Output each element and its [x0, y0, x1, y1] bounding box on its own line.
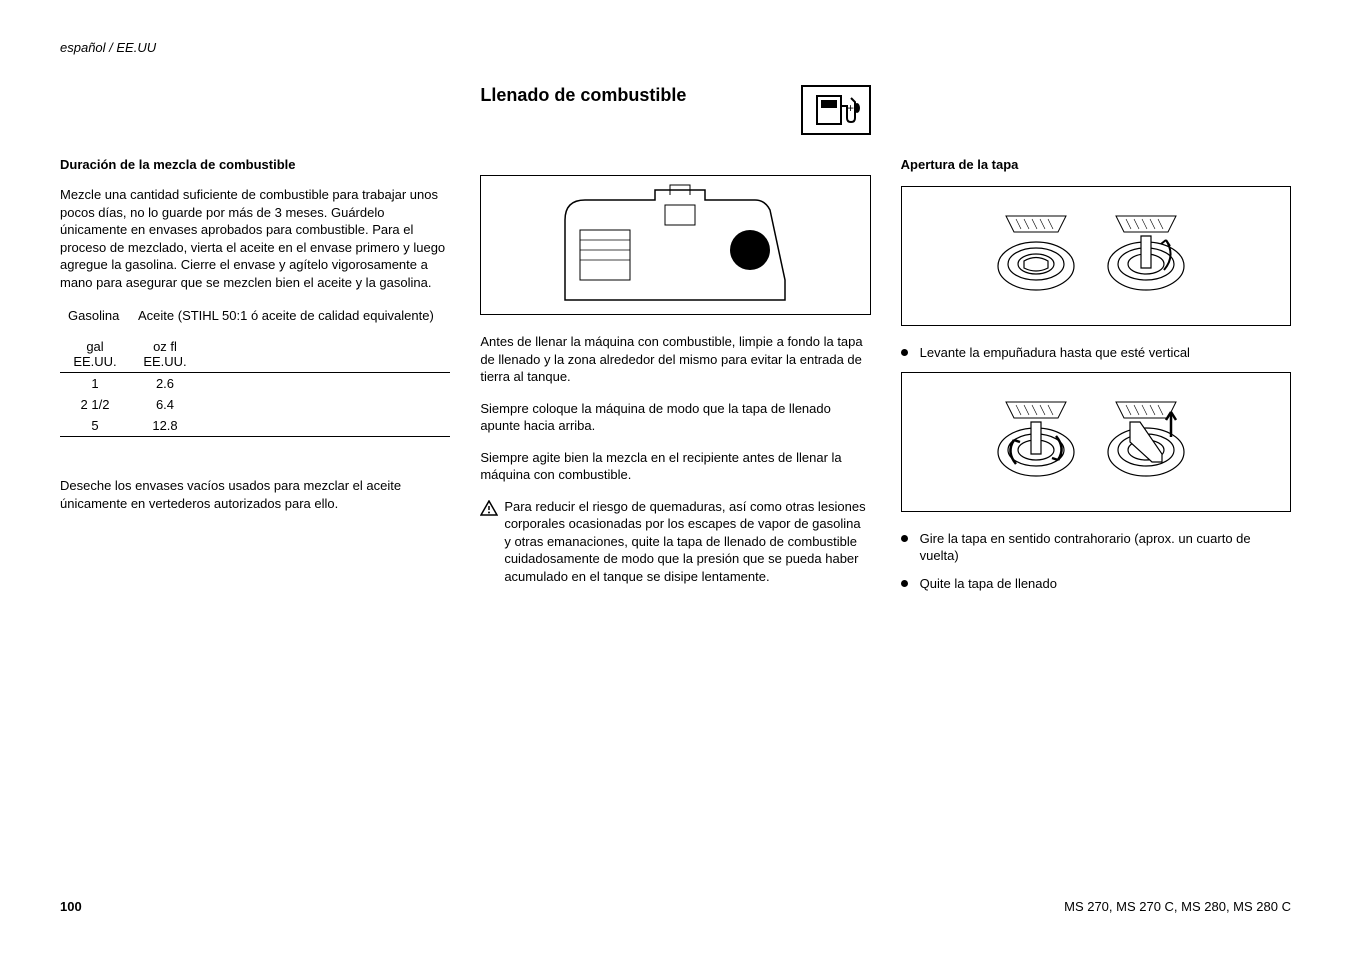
- table-row: 1 2.6: [60, 373, 450, 395]
- instruction-text: Quite la tapa de llenado: [920, 575, 1057, 593]
- gal-unit-cell: gal EE.UU.: [60, 336, 130, 373]
- column-middle: Llenado de combustible +: [480, 85, 870, 602]
- oz-unit-cell: oz fl EE.UU.: [130, 336, 200, 373]
- gal-cell: 2 1/2: [60, 394, 130, 415]
- bullet-icon: [901, 349, 908, 356]
- warning-text: Para reducir el riesgo de quemaduras, as…: [504, 498, 870, 586]
- list-item: Gire la tapa en sentido contrahorario (a…: [901, 530, 1291, 565]
- gal-cell: 5: [60, 415, 130, 437]
- model-list: MS 270, MS 270 C, MS 280, MS 280 C: [1064, 899, 1291, 914]
- gal-cell: 1: [60, 373, 130, 395]
- page-number: 100: [60, 899, 82, 914]
- svg-text:+: +: [847, 101, 854, 115]
- page-footer: 100 MS 270, MS 270 C, MS 280, MS 280 C: [60, 899, 1291, 914]
- machine-diagram-icon: [480, 175, 870, 315]
- section-title-row: Llenado de combustible +: [480, 85, 870, 135]
- instruction-text: Gire la tapa en sentido contrahorario (a…: [920, 530, 1291, 565]
- page-columns: Duración de la mezcla de combustible Mez…: [60, 85, 1291, 602]
- cap-diagram-icon: [901, 372, 1291, 512]
- mixture-instructions-text: Mezcle una cantidad suficiente de combus…: [60, 186, 450, 291]
- instruction-list: Gire la tapa en sentido contrahorario (a…: [901, 530, 1291, 603]
- disposal-text: Deseche los envases vacíos usados para m…: [60, 477, 450, 512]
- fueling-title: Llenado de combustible: [480, 85, 686, 107]
- column-right: Apertura de la tapa: [901, 85, 1291, 602]
- table-header-row: Gasolina Aceite (STIHL 50:1 ó aceite de …: [60, 305, 450, 326]
- warning-block: Para reducir el riesgo de quemaduras, as…: [480, 498, 870, 586]
- instruction-list: Levante la empuñadura hasta que esté ver…: [901, 344, 1291, 372]
- list-item: Levante la empuñadura hasta que esté ver…: [901, 344, 1291, 362]
- oil-header: Aceite (STIHL 50:1 ó aceite de calidad e…: [130, 305, 450, 326]
- table-units-row: gal EE.UU. oz fl EE.UU.: [60, 336, 450, 373]
- fuel-pump-icon: +: [801, 85, 871, 135]
- shake-text: Siempre agite bien la mezcla en el recip…: [480, 449, 870, 484]
- locale-header: español / EE.UU: [60, 40, 1291, 55]
- table-row: 5 12.8: [60, 415, 450, 437]
- mixture-duration-heading: Duración de la mezcla de combustible: [60, 157, 450, 172]
- bullet-icon: [901, 535, 908, 542]
- instruction-text: Levante la empuñadura hasta que esté ver…: [920, 344, 1190, 362]
- oz-cell: 6.4: [130, 394, 200, 415]
- bullet-icon: [901, 580, 908, 587]
- column-left: Duración de la mezcla de combustible Mez…: [60, 85, 450, 602]
- cleaning-text: Antes de llenar la máquina con combustib…: [480, 333, 870, 386]
- position-text: Siempre coloque la máquina de modo que l…: [480, 400, 870, 435]
- gasoline-header: Gasolina: [60, 305, 130, 326]
- oz-cell: 2.6: [130, 373, 200, 395]
- oz-cell: 12.8: [130, 415, 200, 437]
- cap-diagram-icon: [901, 186, 1291, 326]
- table-row: 2 1/2 6.4: [60, 394, 450, 415]
- cap-opening-heading: Apertura de la tapa: [901, 157, 1291, 172]
- fuel-mix-table: Gasolina Aceite (STIHL 50:1 ó aceite de …: [60, 305, 450, 437]
- warning-icon: [480, 500, 498, 516]
- list-item: Quite la tapa de llenado: [901, 575, 1291, 593]
